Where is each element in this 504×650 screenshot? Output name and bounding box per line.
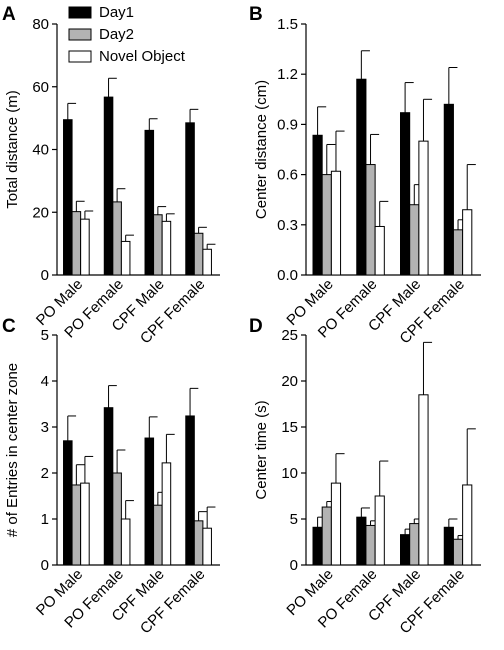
bar — [153, 214, 163, 276]
y-axis-title: Total distance (m) — [4, 90, 21, 208]
bar — [112, 472, 122, 566]
bar — [400, 534, 411, 566]
bar — [374, 225, 385, 276]
legend-item: Novel Object — [68, 48, 186, 65]
y-tick-label: 4 — [41, 373, 49, 390]
bar — [330, 482, 342, 566]
y-tick-label: 2 — [41, 465, 49, 482]
y-tick-label: 15 — [281, 419, 298, 436]
y-axis-title: Center time (s) — [253, 400, 270, 499]
bar — [312, 526, 323, 566]
bar — [112, 201, 122, 276]
bar — [103, 407, 114, 566]
y-tick-label: 10 — [281, 465, 298, 482]
panel-label: B — [249, 4, 263, 25]
bar — [63, 119, 73, 276]
bar — [71, 484, 82, 566]
bar — [63, 440, 73, 566]
y-tick-label: 20 — [32, 204, 49, 221]
legend-label: Day1 — [99, 4, 134, 21]
y-tick-label: 5 — [290, 511, 298, 528]
legend-label: Novel Object — [99, 48, 186, 65]
bar — [321, 506, 332, 566]
bar — [409, 523, 420, 566]
y-tick-label: 40 — [32, 142, 49, 159]
bar — [418, 394, 429, 566]
bar — [356, 516, 367, 566]
bar — [356, 78, 367, 276]
y-tick-label: 1 — [41, 511, 49, 528]
legend-item: Day1 — [68, 4, 134, 21]
bar — [330, 170, 342, 276]
y-tick-label: 20 — [281, 373, 298, 390]
y-tick-label: 1.2 — [277, 66, 298, 83]
legend-swatch — [68, 28, 92, 41]
y-tick-label: 0 — [290, 557, 298, 574]
bar — [443, 526, 454, 566]
bar — [103, 96, 114, 276]
y-axis-title: Center distance (cm) — [253, 80, 270, 219]
y-tick-label: 60 — [32, 79, 49, 96]
bar — [80, 482, 90, 566]
panel-label: D — [249, 316, 263, 337]
y-tick-label: 1.5 — [277, 16, 298, 33]
panel-label: C — [2, 316, 16, 337]
bar — [153, 504, 163, 566]
bar — [161, 220, 172, 276]
y-axis-title: # of Entries in center zone — [4, 363, 21, 537]
y-tick-label: 5 — [41, 327, 49, 344]
bar — [202, 248, 212, 276]
bar — [443, 103, 454, 276]
y-tick-label: 0.6 — [277, 167, 298, 184]
bar — [185, 122, 195, 276]
y-tick-label: 0.0 — [277, 267, 298, 284]
bar — [452, 538, 464, 566]
bar — [193, 520, 204, 566]
legend-swatch — [68, 50, 92, 63]
bar — [185, 415, 195, 566]
bar — [462, 209, 473, 276]
bar — [452, 229, 464, 276]
bar — [374, 495, 385, 566]
legend-label: Day2 — [99, 26, 134, 43]
panel-label: A — [2, 4, 16, 25]
bar — [462, 484, 473, 566]
bar — [312, 134, 323, 276]
bar — [365, 524, 376, 566]
bar — [202, 527, 212, 566]
bar — [120, 518, 131, 566]
y-tick-label: 0 — [41, 267, 49, 284]
bar — [120, 240, 131, 276]
legend-swatch — [68, 6, 92, 19]
y-tick-label: 3 — [41, 419, 49, 436]
bar — [418, 140, 429, 276]
bar — [80, 218, 90, 276]
bar — [161, 462, 172, 566]
bar — [193, 232, 204, 276]
bar — [365, 164, 376, 276]
bar — [144, 437, 155, 566]
bar — [321, 174, 332, 276]
y-tick-label: 80 — [32, 16, 49, 33]
bar — [400, 112, 411, 276]
y-tick-label: 0.9 — [277, 116, 298, 133]
y-tick-label: 0 — [41, 557, 49, 574]
legend-item: Day2 — [68, 26, 134, 43]
bar — [144, 129, 155, 276]
bar — [409, 204, 420, 276]
y-tick-label: 25 — [281, 327, 298, 344]
bar — [71, 211, 82, 276]
y-tick-label: 0.3 — [277, 217, 298, 234]
legend: Day1 Day2 Novel Object — [68, 4, 186, 65]
